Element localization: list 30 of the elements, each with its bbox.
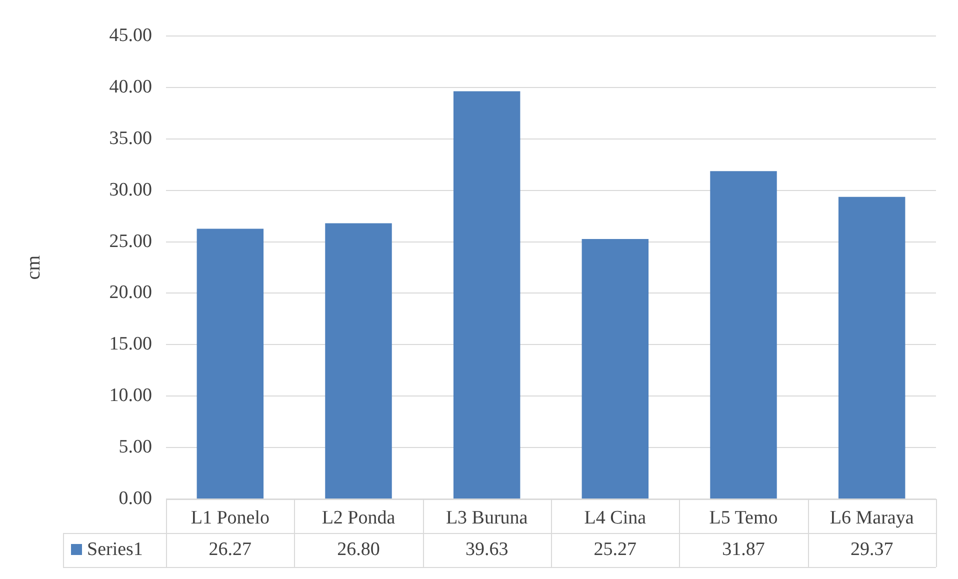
y-tick-label: 5.00 <box>118 436 152 458</box>
x-tick-label: L1 Ponelo <box>190 507 270 528</box>
data-label: 26.27 <box>208 538 252 560</box>
bar <box>710 171 777 498</box>
y-tick-label: 20.00 <box>109 282 152 304</box>
y-tick-label: 30.00 <box>109 179 152 200</box>
legend-label: Series1 <box>87 538 143 560</box>
x-tick-label: L2 Ponda <box>322 507 396 528</box>
y-tick-label: 25.00 <box>109 230 152 252</box>
data-label: 31.87 <box>722 538 765 560</box>
x-tick-label: L5 Temo <box>709 507 778 528</box>
data-label: 26.80 <box>337 538 380 560</box>
y-tick-label: 45.00 <box>109 24 152 46</box>
data-label: 29.37 <box>850 538 894 560</box>
x-tick-label: L4 Cina <box>584 507 647 528</box>
bar <box>453 91 520 498</box>
x-tick-label: L6 Maraya <box>830 507 914 528</box>
bar <box>838 196 906 498</box>
data-label: 25.27 <box>594 538 637 560</box>
y-tick-label: 35.00 <box>109 128 152 149</box>
y-tick-label: 40.00 <box>109 76 152 98</box>
y-tick-label: 10.00 <box>109 385 152 406</box>
data-label: 39.63 <box>465 538 508 560</box>
y-axis-title: cm <box>22 254 44 280</box>
y-tick-label: 0.00 <box>118 488 152 509</box>
bar <box>582 239 649 498</box>
bar <box>196 228 264 498</box>
bar <box>325 223 392 498</box>
x-tick-label: L3 Buruna <box>446 507 528 528</box>
y-tick-label: 15.00 <box>109 334 152 355</box>
